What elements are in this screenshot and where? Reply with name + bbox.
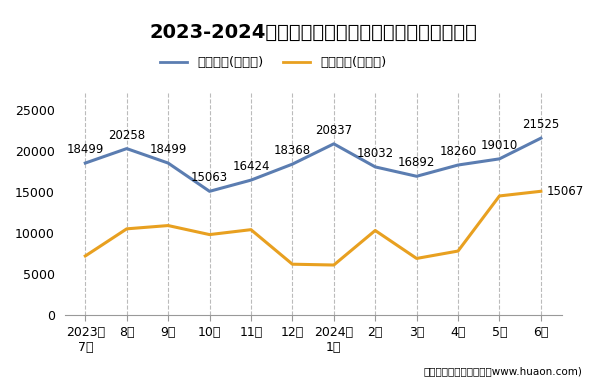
Text: 15063: 15063 (191, 171, 228, 184)
Text: 18032: 18032 (356, 147, 394, 160)
Text: 18260: 18260 (439, 145, 476, 158)
Text: 18499: 18499 (67, 143, 104, 156)
Title: 2023-2024年阳江市商品收发货人所在地进、出口额: 2023-2024年阳江市商品收发货人所在地进、出口额 (149, 22, 477, 41)
Text: 21525: 21525 (522, 118, 559, 131)
Text: 16892: 16892 (398, 156, 436, 169)
Text: 18499: 18499 (149, 143, 187, 156)
Text: 18368: 18368 (274, 144, 311, 157)
Text: 16424: 16424 (232, 160, 270, 173)
Text: 制图：华经产业研究院（www.huaon.com): 制图：华经产业研究院（www.huaon.com) (423, 366, 582, 376)
Text: 20258: 20258 (108, 129, 145, 142)
Text: 19010: 19010 (481, 139, 518, 152)
Text: 15067: 15067 (547, 185, 584, 198)
Text: 20837: 20837 (315, 124, 352, 137)
Legend: 出口总额(万美元), 进口总额(万美元): 出口总额(万美元), 进口总额(万美元) (155, 51, 392, 74)
